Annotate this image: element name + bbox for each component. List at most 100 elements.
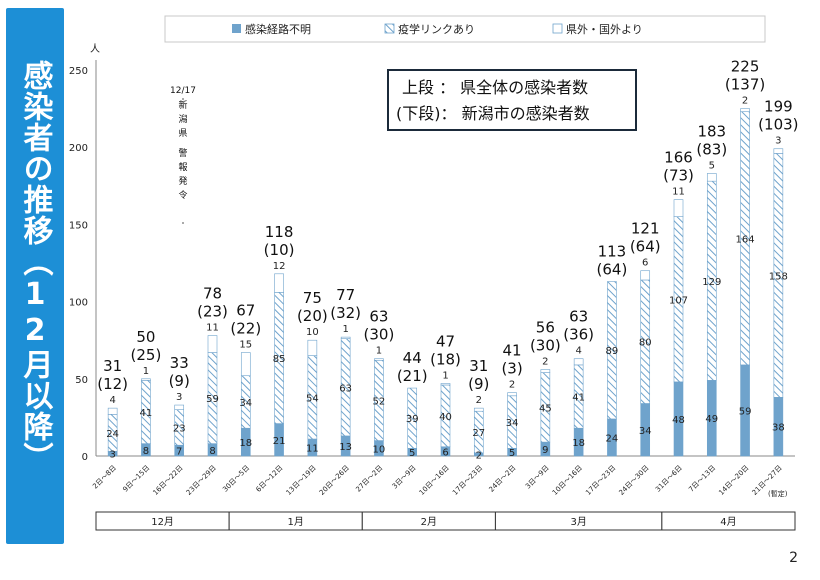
label-city-count: (64) (597, 261, 628, 279)
label-external: 11 (206, 323, 219, 334)
bar-segment-external (240, 352, 251, 377)
label-city-count: (30) (364, 326, 395, 344)
alert-label-bg (176, 100, 190, 222)
label-external: 1 (442, 370, 448, 381)
label-city-count: (3) (501, 360, 522, 378)
label-city-count: (18) (430, 350, 461, 368)
label-link: 52 (373, 396, 386, 407)
x-tick-label: 14日～20日 (717, 464, 750, 497)
x-tick-label: 7日～13日 (687, 464, 717, 494)
bar-segment-external (174, 404, 185, 410)
label-total: 67 (236, 302, 255, 320)
label-unknown: 8 (209, 446, 215, 457)
bar-segment-external (340, 336, 351, 339)
label-unknown: 59 (739, 406, 752, 417)
label-city-count: (25) (131, 346, 162, 364)
label-city-count: (103) (758, 116, 798, 134)
label-link: 59 (206, 394, 219, 405)
label-unknown: 7 (176, 447, 182, 458)
label-unknown: 24 (606, 433, 619, 444)
x-tick-label: 23日～29日 (185, 464, 218, 497)
bar-segment-external (274, 273, 284, 293)
label-link: 34 (239, 398, 252, 409)
bar-segment-external (773, 148, 784, 154)
label-unknown: 10 (373, 444, 386, 455)
legend-swatch-external (552, 23, 563, 34)
label-city-count: (73) (663, 167, 694, 185)
label-unknown: 48 (672, 415, 685, 426)
label-city-count: (10) (264, 241, 295, 259)
label-link: 164 (736, 234, 755, 245)
x-tick-label: 16日～22日 (152, 464, 185, 497)
bar-segment-link (407, 387, 418, 449)
label-city-count: (20) (297, 307, 328, 325)
label-external: 1 (342, 324, 348, 335)
label-external: 11 (672, 187, 685, 198)
x-tick-label: 10日～16日 (551, 464, 584, 497)
label-external: 4 (109, 395, 115, 406)
label-total: 44 (403, 349, 422, 367)
label-external: 2 (509, 380, 515, 391)
month-label: 1月 (288, 516, 304, 528)
y-axis-unit: 人 (90, 43, 100, 55)
x-note: (暫定) (768, 489, 788, 498)
y-tick-label: 0 (82, 452, 88, 463)
label-link: 39 (406, 414, 419, 425)
label-unknown: 5 (409, 448, 415, 459)
label-city-count: (9) (169, 372, 190, 390)
legend-label-unknown: 感染経路不明 (245, 22, 311, 36)
legend-swatch-unknown (232, 24, 241, 33)
label-link: 129 (702, 277, 721, 288)
x-tick-label: 30日～5日 (221, 464, 251, 494)
label-city-count: (83) (696, 140, 727, 158)
label-unknown: 6 (442, 447, 448, 458)
label-total: 31 (103, 357, 122, 375)
info-box-line1: 上段 ： 県全体の感染者数 (402, 78, 588, 97)
legend: 感染経路不明 疫学リンクあり 県外・国外より (164, 15, 766, 43)
x-tick-label: 3日～9日 (524, 464, 551, 491)
label-total: 75 (303, 289, 322, 307)
label-city-count: (21) (397, 367, 428, 385)
label-external: 3 (176, 392, 182, 403)
legend-label-link: 疫学リンクあり (398, 22, 475, 36)
label-total: 166 (664, 149, 693, 167)
label-city-count: (22) (230, 320, 261, 338)
label-city-count: (64) (630, 238, 661, 256)
label-link: 24 (106, 429, 119, 440)
label-total: 63 (369, 308, 388, 326)
label-unknown: 21 (273, 436, 286, 447)
y-tick-label: 150 (69, 220, 88, 231)
label-link: 85 (273, 354, 286, 365)
x-tick-label: 31日～6日 (654, 464, 684, 494)
label-unknown: 34 (639, 426, 652, 437)
label-link: 45 (539, 403, 552, 414)
alert-marker: 12/17 新潟県警報発令 (170, 86, 196, 226)
label-city-count: (30) (530, 337, 561, 355)
bar-segment-external (673, 199, 684, 217)
x-tick-label: 17日～23日 (584, 464, 617, 497)
side-title-banner: 感染者の推移（12月以降） (6, 8, 64, 544)
label-external: 2 (542, 357, 548, 368)
alert-text: 新潟県警報発令 (178, 99, 187, 201)
label-total: 121 (631, 220, 660, 238)
label-city-count: (9) (468, 375, 489, 393)
label-unknown: 11 (306, 444, 319, 455)
label-unknown: 2 (476, 450, 482, 461)
month-label: 3月 (570, 516, 586, 528)
x-axis: 2日～8日 9日～15日 16日～22日 23日～29日 30日～5日 6日～12日 13日… (91, 464, 784, 497)
x-tick-label: 24日～2日 (488, 464, 518, 494)
label-total: 78 (203, 285, 222, 303)
label-total: 41 (503, 342, 522, 360)
label-total: 50 (136, 328, 155, 346)
alert-date: 12/17 (170, 86, 196, 96)
label-link: 107 (669, 295, 688, 306)
month-label: 12月 (151, 516, 174, 528)
bar-segment-external (740, 108, 750, 112)
label-link: 23 (173, 423, 186, 434)
label-total: 63 (569, 308, 588, 326)
label-external: 3 (775, 136, 781, 147)
x-tick-label: 24日～30日 (618, 464, 651, 497)
label-city-count: (36) (563, 326, 594, 344)
label-city-count: (32) (330, 304, 361, 322)
label-link: 41 (572, 393, 585, 404)
